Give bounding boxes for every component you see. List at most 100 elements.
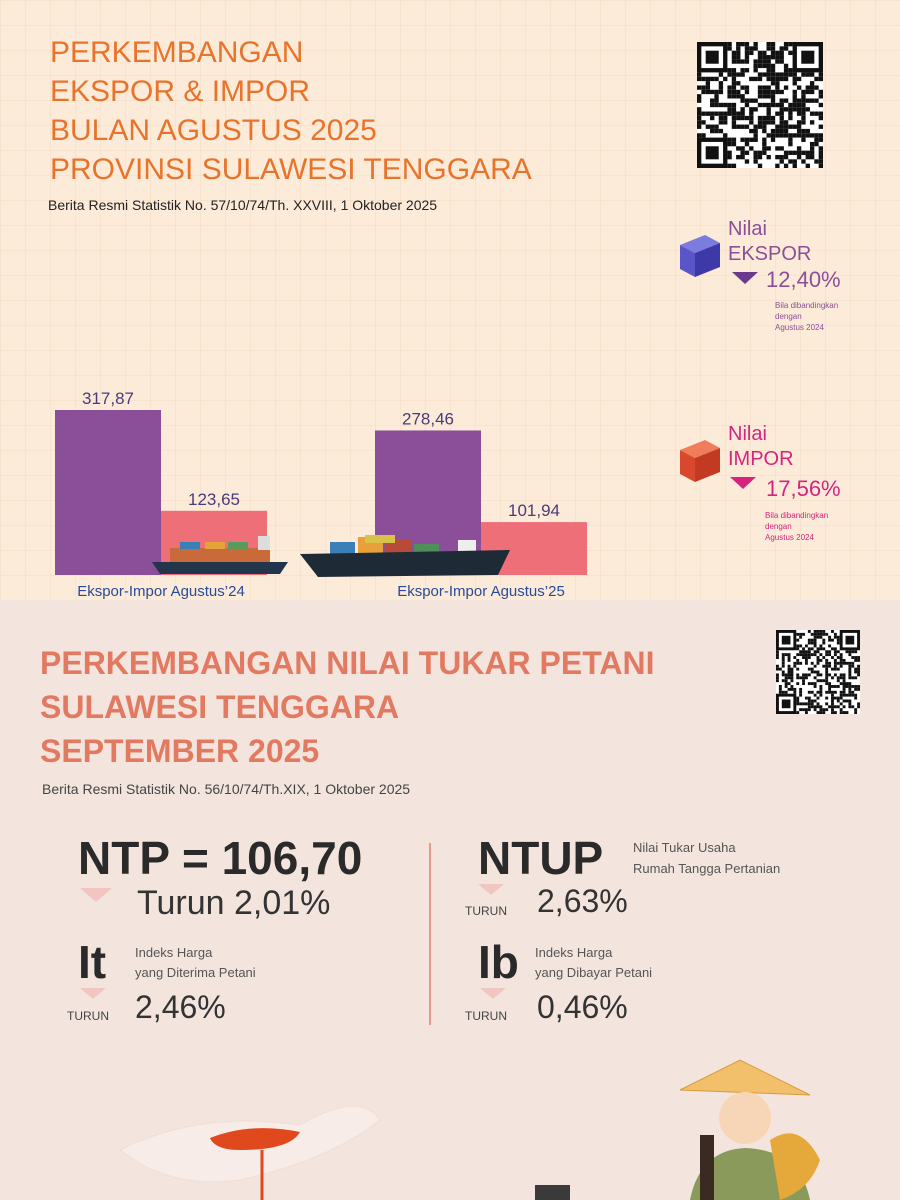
qr-module [736,115,741,121]
container-icon [680,235,720,277]
qr-module [831,696,834,700]
qr-module [796,711,800,714]
qr-module [779,89,784,95]
qr-module [753,59,758,64]
qr-module [810,699,814,703]
qr-module [753,68,758,73]
qr-module [770,115,776,121]
qr-module [851,693,855,697]
qr-module [757,72,763,77]
qr-module [833,653,837,657]
qr-module [701,133,706,138]
qr-module [744,59,750,64]
qr-module [822,679,826,683]
qr-module [731,89,737,95]
qr-module [749,115,754,121]
qr-module [727,141,732,147]
qr-module [807,653,811,657]
qr-module [779,133,784,138]
qr-module [831,711,834,714]
qr-module [757,76,763,82]
qr-module [787,656,791,659]
qr-module [744,137,750,142]
qr-module [857,664,860,668]
qr-module [807,673,811,677]
qr-module [766,94,771,99]
qr-module [740,85,745,90]
qr-module [783,72,789,77]
qr-module [828,661,832,665]
qr-module [801,137,806,142]
qr-module [727,102,732,108]
qr-module [807,699,811,703]
qr-module [813,676,817,680]
qr-module [819,644,823,648]
qr-module [776,667,779,671]
qr-module [749,98,754,103]
qr-module [854,693,858,697]
qr-module [783,154,789,160]
qr-module [833,632,837,636]
qr-module [802,632,805,636]
qr-module [828,705,832,709]
title: PROVINSI SULAWESI TENGGARA [50,153,532,186]
qr-module [825,679,829,683]
qr-module [779,107,784,112]
qr-module [857,687,860,691]
qr-module [825,650,829,654]
qr-module [833,635,837,639]
qr-module [744,42,750,47]
qr-module [775,81,780,86]
qr-module [776,664,779,668]
qr-module [779,59,784,64]
qr-module [842,693,846,697]
qr-module [810,647,814,651]
qr-module [740,107,745,112]
category-label: Ekspor-Impor Agustus’25 [397,583,565,600]
qr-module [818,115,823,121]
qr-module [781,653,785,657]
qr-module [792,150,797,155]
qr-module [727,111,732,116]
qr-module [740,146,745,151]
qr-module [809,89,815,95]
qr-module [762,94,767,99]
qr-module [790,687,794,691]
qr-module [727,89,732,95]
qr-module [762,128,767,134]
qr-module [796,676,800,680]
qr-module [799,632,803,636]
qr-module [799,661,803,665]
qr-module [775,50,780,56]
qr-module [792,81,797,86]
qr-module [710,111,715,116]
qr-module [749,111,754,116]
qr-module [839,693,843,697]
qr-module [807,690,811,694]
qr-module [842,679,846,683]
qr-module [825,670,829,674]
qr-module [740,111,745,116]
qr-module [816,656,820,659]
qr-module [740,94,745,99]
down-arrow [480,988,506,999]
qr-module [753,128,758,134]
ntup-change: 2,63% [537,883,628,919]
qr-module [801,159,806,164]
qr-module [792,102,797,108]
qr-module [809,85,815,90]
qr-module [804,676,808,680]
qr-module [848,670,852,674]
qr-module [770,128,776,134]
qr-module [770,68,776,73]
qr-module [854,667,858,671]
qr-module [839,653,843,657]
qr-module [740,115,745,121]
qr-module [831,630,834,633]
impor-change: 17,56% [766,476,841,501]
qr-module [757,50,763,56]
qr-module [819,687,823,691]
qr-module [781,690,785,694]
qr-module [801,94,806,99]
qr-module [819,658,823,662]
